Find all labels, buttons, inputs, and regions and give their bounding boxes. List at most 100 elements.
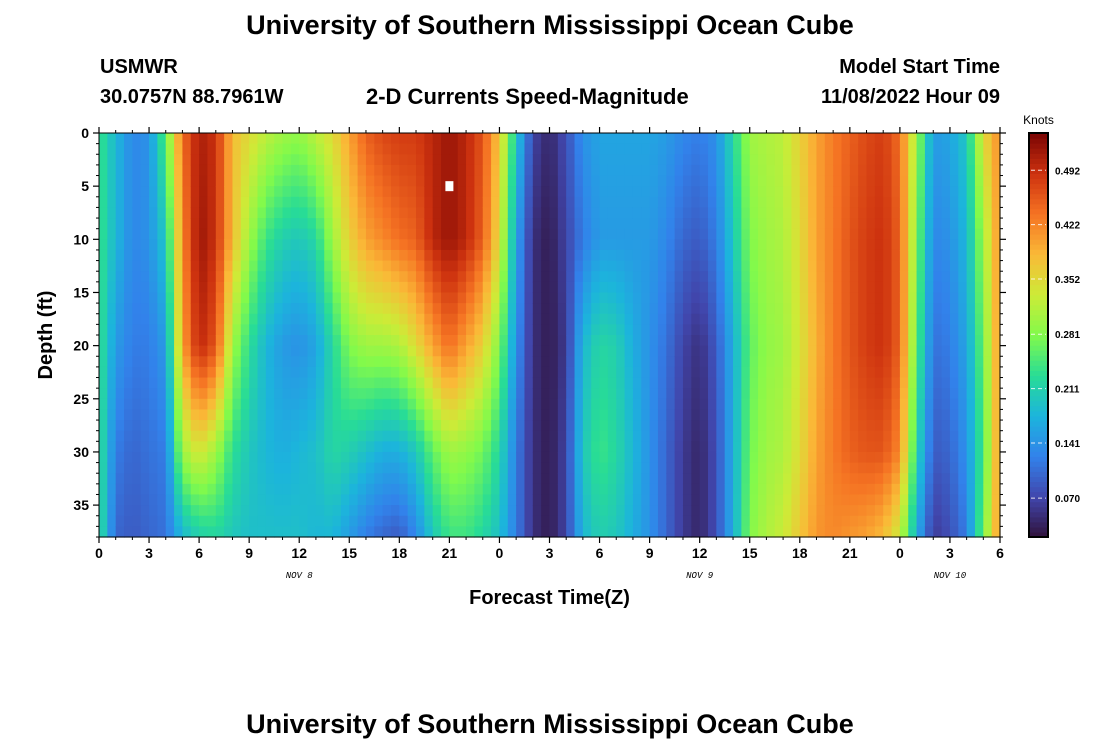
heatmap-cell: [682, 164, 692, 177]
heatmap-cell: [340, 483, 350, 496]
heatmap-cell: [441, 345, 450, 357]
heatmap-cell: [607, 281, 617, 294]
heatmap-cell: [432, 196, 442, 209]
heatmap-cell: [324, 345, 334, 357]
heatmap-cell: [332, 398, 342, 411]
heatmap-cell: [107, 303, 117, 315]
heatmap-cell: [182, 335, 192, 347]
heatmap-cell: [708, 313, 717, 325]
heatmap-cell: [691, 430, 701, 442]
heatmap-cell: [541, 388, 551, 400]
heatmap-cell: [716, 239, 726, 251]
heatmap-cell: [199, 366, 209, 379]
heatmap-cell: [416, 324, 425, 336]
heatmap-cell: [941, 164, 951, 177]
heatmap-cell: [566, 526, 576, 538]
heatmap-cell: [257, 388, 267, 400]
heatmap-cell: [399, 175, 409, 187]
heatmap-cell: [541, 356, 551, 368]
heatmap-cell: [858, 494, 868, 506]
heatmap-cell: [774, 483, 784, 496]
heatmap-cell: [799, 409, 809, 421]
heatmap-cell: [699, 420, 709, 432]
heatmap-cell: [457, 154, 467, 166]
heatmap-cell: [432, 335, 442, 347]
heatmap-cell: [958, 441, 968, 453]
heatmap-cell: [324, 430, 334, 442]
heatmap-cell: [357, 292, 367, 304]
heatmap-cell: [349, 462, 359, 474]
heatmap-cell: [532, 462, 542, 474]
colorbar-segment: [1029, 400, 1048, 407]
heatmap-cell: [124, 345, 133, 357]
heatmap-cell: [908, 366, 918, 379]
heatmap-cell: [758, 398, 767, 411]
heatmap-cell: [591, 420, 601, 432]
heatmap-cell: [115, 207, 125, 219]
heatmap-cell: [374, 494, 384, 506]
heatmap-cell: [107, 505, 117, 517]
heatmap-cell: [424, 409, 434, 421]
heatmap-cell: [791, 356, 801, 368]
heatmap-cell: [257, 324, 267, 336]
heatmap-cell: [165, 292, 175, 304]
heatmap-cell: [524, 505, 534, 517]
heatmap-cell: [682, 207, 692, 219]
heatmap-cell: [524, 388, 534, 400]
heatmap-cell: [949, 473, 959, 485]
colorbar-segment: [1029, 380, 1048, 387]
heatmap-cell: [449, 494, 459, 506]
heatmap-cell: [791, 281, 801, 294]
heatmap-cell: [741, 473, 751, 485]
heatmap-cell: [666, 409, 676, 421]
heatmap-cell: [833, 313, 843, 325]
heatmap-cell: [174, 228, 184, 240]
heatmap-cell: [315, 515, 325, 527]
heatmap-cell: [557, 154, 567, 166]
heatmap-cell: [516, 260, 526, 272]
heatmap-cell: [282, 303, 292, 315]
y-tick-label: 30: [73, 444, 89, 460]
heatmap-cell: [983, 388, 993, 400]
heatmap-cell: [649, 207, 659, 219]
heatmap-cell: [741, 207, 751, 219]
heatmap-cell: [207, 249, 217, 262]
heatmap-cell: [816, 420, 826, 432]
heatmap-cell: [582, 271, 592, 283]
heatmap-cell: [99, 409, 108, 421]
heatmap-cell: [541, 260, 551, 272]
heatmap-cell: [290, 175, 300, 187]
heatmap-cell: [983, 292, 993, 304]
heatmap-cell: [349, 483, 359, 496]
heatmap-cell: [758, 473, 767, 485]
heatmap-cell: [691, 473, 701, 485]
heatmap-cell: [299, 388, 309, 400]
heatmap-cell: [165, 324, 175, 336]
heatmap-cell: [107, 164, 117, 177]
heatmap-cell: [115, 335, 125, 347]
x-tick-label: 3: [546, 545, 554, 561]
heatmap-cell: [365, 260, 375, 272]
heatmap-cell: [666, 526, 676, 538]
heatmap-cell: [674, 388, 684, 400]
heatmap-cell: [824, 441, 834, 453]
heatmap-cell: [240, 207, 250, 219]
heatmap-cell: [632, 260, 642, 272]
heatmap-cell: [941, 345, 951, 357]
heatmap-cell: [883, 175, 893, 187]
heatmap-cell: [791, 430, 801, 442]
heatmap-cell: [299, 154, 309, 166]
heatmap-cell: [699, 303, 709, 315]
heatmap-cell: [866, 505, 876, 517]
heatmap-cell: [507, 303, 517, 315]
heatmap-cell: [174, 335, 184, 347]
heatmap-cell: [399, 420, 409, 432]
heatmap-cell: [891, 133, 901, 145]
heatmap-cell: [499, 345, 509, 357]
colorbar-segment: [1029, 234, 1048, 240]
position-marker: [445, 181, 454, 192]
heatmap-cell: [682, 228, 692, 240]
heatmap-cell: [682, 420, 692, 432]
heatmap-cell: [916, 196, 926, 209]
heatmap-cell: [808, 526, 818, 538]
